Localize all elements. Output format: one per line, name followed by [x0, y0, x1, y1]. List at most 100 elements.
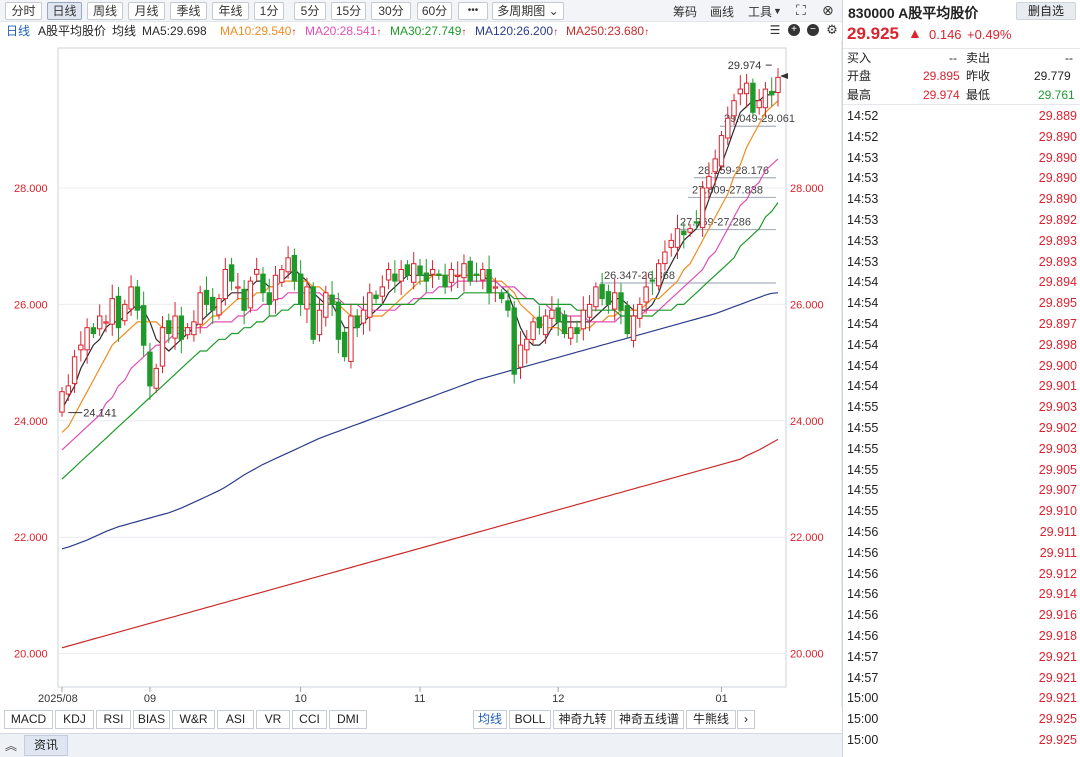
candle-body [574, 327, 580, 335]
up-arrow-icon: ↑ [291, 27, 297, 38]
legend-avg-label[interactable]: 均线 [112, 24, 137, 38]
tick-time: 14:55 [847, 504, 879, 519]
tick-row: 14:53 29.893 [843, 252, 1080, 273]
candle-body [272, 274, 279, 301]
tick-time: 14:54 [847, 379, 879, 394]
close-icon[interactable]: ⊗ [822, 2, 834, 18]
candle-body [517, 344, 524, 368]
period-btn-5[interactable]: 年线 [212, 2, 249, 20]
multi-period-dropdown[interactable]: 多周期图 ⌄ [492, 2, 564, 20]
tool-0[interactable]: 筹码 [673, 5, 698, 19]
period-btn-4[interactable]: 季线 [170, 2, 207, 20]
tick-price: 29.921 [1038, 649, 1077, 664]
tick-price: 29.893 [1038, 254, 1077, 269]
overlay-option-2[interactable]: 神奇九转 [553, 710, 612, 729]
overlay-option-4[interactable]: 牛熊线 [686, 710, 736, 729]
tick-time: 14:56 [847, 525, 879, 539]
candle-body [436, 273, 442, 276]
y-tick-label-right: 22.000 [790, 532, 824, 544]
tick-row: 14:53 29.890 [843, 189, 1080, 210]
indicator-dmi[interactable]: DMI [329, 710, 367, 729]
overlay-option-3[interactable]: 神奇五线谱 [614, 710, 684, 729]
candle-body [674, 228, 681, 248]
overlay-option-1[interactable]: BOLL [509, 710, 551, 729]
tick-row: 14:56 29.912 [843, 564, 1080, 585]
indicator-macd[interactable]: MACD [4, 710, 53, 729]
tick-price: 29.895 [1038, 296, 1077, 311]
low-value: 29.761 [1038, 88, 1075, 102]
tool-1[interactable]: 画线 [710, 5, 735, 19]
gear-icon[interactable]: ⚙ [826, 22, 838, 37]
remove-favorite-button[interactable]: 删自选 [1016, 2, 1076, 20]
period-btn-10[interactable]: 60分 [417, 2, 452, 20]
collapse-icon[interactable]: ︽ [5, 739, 18, 753]
candle-body [385, 269, 392, 281]
legend-period[interactable]: 日线 [6, 24, 31, 38]
sell-label: 卖出 [966, 51, 991, 65]
candle-body [291, 255, 298, 282]
fullscreen-icon[interactable]: ⛶ [796, 2, 806, 18]
tick-price: 29.897 [1038, 317, 1077, 331]
period-btn-8[interactable]: 15分 [331, 2, 366, 20]
candle-body [210, 296, 216, 311]
tick-time: 14:53 [847, 192, 879, 207]
y-tick-label-right: 20.000 [790, 649, 824, 661]
candle-body [586, 303, 593, 318]
indicator-vr[interactable]: VR [256, 710, 290, 729]
candle-body [643, 286, 649, 303]
period-btn-1[interactable]: 日线 [47, 2, 82, 20]
period-btn-6[interactable]: 1分 [254, 2, 284, 20]
period-btn-7[interactable]: 5分 [294, 2, 326, 20]
tick-time: 14:52 [847, 109, 879, 123]
next-page-icon[interactable]: › [737, 710, 755, 729]
indicator-wr[interactable]: W&R [172, 710, 215, 729]
zoom-in-icon[interactable]: + [788, 24, 800, 36]
tick-row: 15:00 29.925 [843, 709, 1080, 730]
tick-price: 29.900 [1038, 358, 1077, 373]
candle-body [71, 356, 78, 385]
candle-body [241, 288, 247, 311]
candle-body [222, 269, 229, 300]
period-btn-9[interactable]: 30分 [371, 2, 411, 20]
tick-price: 29.898 [1038, 337, 1077, 352]
period-btn-0[interactable]: 分时 [5, 2, 42, 20]
overlay-option-0[interactable]: 均线 [473, 710, 507, 729]
tick-row: 14:55 29.905 [843, 460, 1080, 481]
indicator-kdj[interactable]: KDJ [55, 710, 94, 729]
settings-icon[interactable]: ☰ [769, 23, 781, 37]
candle-body [662, 251, 668, 265]
period-btn-2[interactable]: 周线 [87, 2, 123, 20]
legend-ma-3: MA30:27.749↑ [390, 22, 466, 42]
news-bar: ︽ 资讯 [0, 733, 842, 757]
indicator-bar: MACD KDJ RSI BIAS W&R ASI VR CCI DMI 均线 BOLL 神奇九转 神奇… [0, 707, 842, 731]
candle-body [348, 315, 354, 362]
tool-2[interactable]: 工具 [748, 5, 773, 19]
tick-price: 29.925 [1038, 712, 1077, 727]
tick-row: 14:53 29.890 [843, 148, 1080, 169]
kline-chart[interactable]: 28.000 28.000 26.000 26.000 24.000 24.000 22.0… [0, 41, 842, 707]
tick-price: 29.911 [1039, 525, 1077, 539]
indicator-rsi[interactable]: RSI [96, 710, 131, 729]
indicator-bias[interactable]: BIAS [133, 710, 170, 729]
y-tick-label-right: 26.000 [790, 299, 824, 311]
tick-row: 14:56 29.918 [843, 626, 1080, 647]
indicator-asi[interactable]: ASI [217, 710, 254, 729]
x-tick-label: 10 [295, 693, 307, 705]
candle-body [769, 90, 775, 96]
x-tick-label: 2025/08 [38, 693, 78, 705]
candle-body [310, 286, 316, 340]
tool-dropdown-icon[interactable]: ▼ [773, 6, 782, 16]
tick-row: 14:54 29.895 [843, 293, 1080, 314]
zoom-out-icon[interactable]: − [807, 24, 819, 36]
candle-body [555, 307, 561, 323]
candle-body [593, 286, 599, 308]
more-periods-button[interactable]: ••• [458, 2, 488, 20]
tick-row: 14:54 29.900 [843, 356, 1080, 377]
indicator-cci[interactable]: CCI [292, 710, 327, 729]
period-btn-3[interactable]: 月线 [128, 2, 165, 20]
tick-time: 14:56 [847, 545, 879, 560]
candle-body [762, 88, 769, 109]
news-tab[interactable]: 资讯 [24, 735, 68, 756]
candle-body [668, 239, 674, 248]
y-tick-label-left: 22.000 [14, 532, 48, 544]
